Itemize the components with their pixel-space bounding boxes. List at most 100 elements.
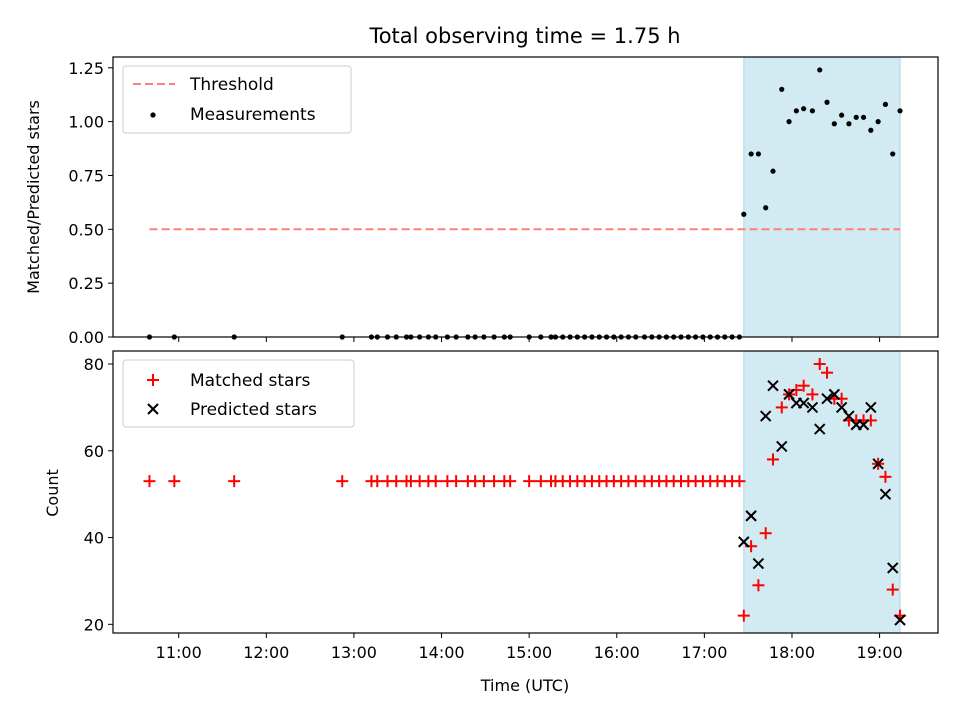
measurement-point xyxy=(817,67,823,73)
legend-matched-label: Matched stars xyxy=(190,371,310,391)
measurement-point xyxy=(824,99,830,105)
measurement-point xyxy=(786,119,792,125)
matched-star-point xyxy=(371,475,384,488)
matched-star-point xyxy=(450,475,463,488)
top-axes-frame xyxy=(112,56,939,338)
predicted-star-stroke-b xyxy=(828,388,841,401)
predicted-star-stroke-b xyxy=(865,401,877,414)
predicted-star-stroke-b xyxy=(783,388,795,401)
predicted-star-point xyxy=(806,401,819,414)
matched-star-point xyxy=(806,388,819,401)
predicted-star-point xyxy=(865,401,877,414)
predicted-star-stroke-b xyxy=(879,488,892,500)
matched-star-point xyxy=(797,379,810,392)
predicted-star-stroke-b xyxy=(857,419,870,431)
top-y-tick-label: 0.75 xyxy=(68,166,104,185)
bottom-panel: 20 40 60 80 11:00 12:00 13:00 14:00 15:00 16:00 1… xyxy=(43,350,939,695)
predicted-star-stroke-b xyxy=(797,397,810,409)
legend-predicted-swatch xyxy=(147,403,159,415)
matched-star-point xyxy=(813,358,826,371)
predicted-star-point xyxy=(797,397,810,409)
matched-star-point xyxy=(737,609,750,622)
predicted-star-stroke-b xyxy=(806,401,819,414)
bottom-y-tick-label: 20 xyxy=(84,615,104,634)
legend-threshold-label: Threshold xyxy=(189,75,274,95)
matched-star-point xyxy=(733,475,746,488)
top-y-tick-label: 0.00 xyxy=(68,328,104,347)
predicted-star-point xyxy=(745,510,757,522)
highlight-span xyxy=(743,56,901,338)
top-panel: 0.00 0.25 0.50 0.75 1.00 1.25 Matched/Predict… xyxy=(24,56,939,347)
predicted-star-point xyxy=(857,419,870,431)
bottom-y-tick-label: 80 xyxy=(84,355,104,374)
matched-star-point xyxy=(752,579,765,592)
matched-star-point xyxy=(523,475,536,488)
top-y-tick-label: 1.00 xyxy=(68,113,104,132)
legend-measurements-swatch xyxy=(150,112,156,118)
measurement-point xyxy=(770,168,776,174)
bottom-y-tick-label: 40 xyxy=(84,529,104,548)
predicted-star-point xyxy=(759,410,772,422)
x-axis-title: Time (UTC) xyxy=(480,676,569,695)
measurement-point xyxy=(741,211,747,217)
matched-star-point xyxy=(821,366,834,379)
matched-star-point xyxy=(879,470,892,483)
legend-measurements-label: Measurements xyxy=(190,105,316,125)
matched-star-point xyxy=(477,475,490,488)
bottom-legend: Matched stars Predicted stars xyxy=(122,359,355,428)
predicted-star-point xyxy=(894,614,906,626)
measurement-point xyxy=(875,119,881,125)
bottom-y-axis-title: Count xyxy=(43,469,62,517)
measurement-point xyxy=(890,151,896,157)
matched-star-point xyxy=(488,475,501,488)
predicted-star-point xyxy=(887,562,899,574)
matched-star-point xyxy=(429,475,442,488)
matched-star-point xyxy=(775,401,788,414)
highlight-span xyxy=(743,350,901,634)
matched-star-point xyxy=(504,475,517,488)
matched-star-point xyxy=(228,475,241,488)
matched-star-point xyxy=(336,475,349,488)
predicted-star-stroke-b xyxy=(745,510,757,522)
chart-title: Total observing time = 1.75 h xyxy=(368,24,680,48)
matched-star-point xyxy=(534,475,547,488)
measurement-point xyxy=(748,151,754,157)
top-y-tick-label: 1.25 xyxy=(68,59,104,78)
measurement-point xyxy=(860,114,867,120)
predicted-star-stroke-b xyxy=(752,557,765,570)
matched-star-point xyxy=(390,475,403,488)
predicted-star-point xyxy=(879,488,892,500)
measurement-point xyxy=(846,121,852,127)
x-tick-label: 18:00 xyxy=(769,643,815,662)
x-tick-label: 11:00 xyxy=(156,643,202,662)
top-legend-box xyxy=(122,65,352,134)
measurement-point xyxy=(763,205,769,211)
predicted-star-point xyxy=(767,380,779,392)
x-tick-label: 19:00 xyxy=(857,643,903,662)
bottom-legend-box xyxy=(122,359,355,428)
x-tick-label: 13:00 xyxy=(331,643,377,662)
predicted-star-stroke-b xyxy=(835,401,848,414)
predicted-star-point xyxy=(752,557,765,570)
measurement-point xyxy=(882,101,889,107)
measurement-point xyxy=(868,127,874,133)
predicted-star-point xyxy=(821,393,833,405)
measurement-point xyxy=(801,106,807,112)
predicted-star-point xyxy=(872,458,884,470)
predicted-star-point xyxy=(776,440,788,453)
x-tick-label: 12:00 xyxy=(243,643,289,662)
bottom-axes-frame xyxy=(112,350,939,634)
predicted-star-stroke-b xyxy=(843,410,855,422)
legend-predicted-label: Predicted stars xyxy=(190,400,317,420)
bottom-y-tick-label: 60 xyxy=(84,442,104,461)
matched-star-point xyxy=(767,453,779,466)
matched-star-point xyxy=(759,527,772,540)
predicted-star-stroke-b xyxy=(821,393,833,405)
x-tick-label: 15:00 xyxy=(506,643,552,662)
predicted-star-stroke-b xyxy=(776,440,788,453)
matched-star-point xyxy=(143,475,156,488)
x-tick-label: 16:00 xyxy=(594,643,640,662)
matched-star-point xyxy=(886,583,899,596)
measurement-point xyxy=(853,114,859,120)
predicted-star-stroke-b xyxy=(738,536,750,548)
